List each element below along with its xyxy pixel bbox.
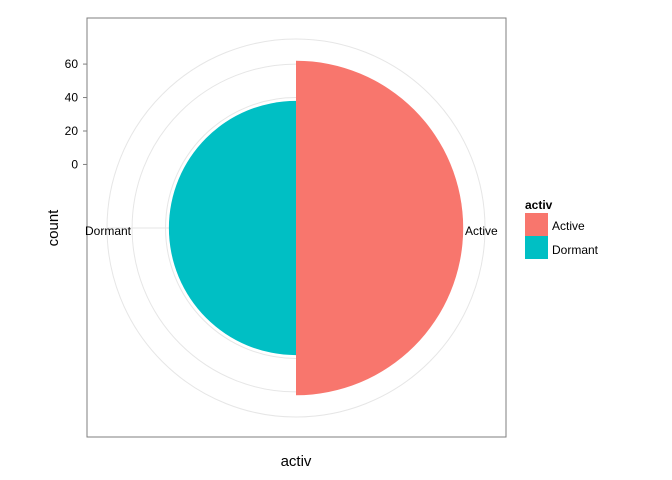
legend-key-active	[525, 213, 548, 236]
category-label-active: Active	[465, 224, 498, 238]
legend-label-active: Active	[552, 219, 585, 233]
y-tick-labels: 0 20 40 60	[65, 57, 87, 171]
y-tick-label: 0	[71, 157, 78, 171]
legend-key-dormant	[525, 236, 548, 259]
slice-dormant	[168, 100, 296, 356]
slice-active	[296, 60, 464, 396]
y-tick-label: 60	[65, 57, 79, 71]
legend-title: activ	[525, 198, 553, 212]
legend: activ Active Dormant	[525, 198, 599, 259]
y-tick-label: 20	[65, 124, 79, 138]
legend-label-dormant: Dormant	[552, 243, 599, 257]
pie-slices	[168, 60, 464, 396]
y-tick-label: 40	[65, 91, 79, 105]
x-axis-title: activ	[281, 453, 312, 470]
y-axis-title: count	[45, 209, 62, 247]
category-label-dormant: Dormant	[85, 224, 132, 238]
